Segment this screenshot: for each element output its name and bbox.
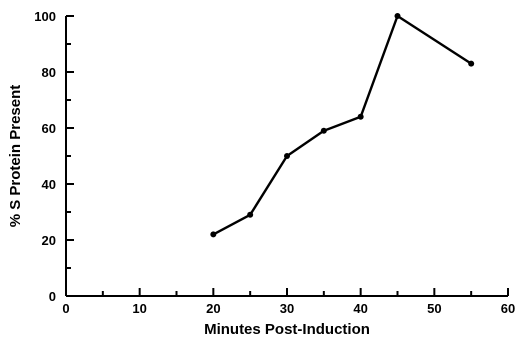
data-point xyxy=(357,113,364,120)
y-tick-label: 80 xyxy=(42,65,56,80)
y-tick-label: 60 xyxy=(42,121,56,136)
x-tick-label: 30 xyxy=(280,301,294,316)
x-axis-title: Minutes Post-Induction xyxy=(204,321,370,338)
y-tick-label: 0 xyxy=(49,289,56,304)
data-point xyxy=(247,211,254,218)
y-tick-label: 40 xyxy=(42,177,56,192)
x-tick-label: 10 xyxy=(132,301,146,316)
data-point xyxy=(284,153,290,159)
data-point xyxy=(468,60,475,67)
y-axis-title: % S Protein Present xyxy=(7,85,24,228)
data-point xyxy=(320,127,327,134)
x-tick-label: 0 xyxy=(62,301,69,316)
y-axis-ticks: 0 20 40 60 80 100 xyxy=(34,9,74,304)
x-tick-label: 20 xyxy=(206,301,220,316)
x-tick-label: 50 xyxy=(427,301,441,316)
x-axis-ticks: 0 10 20 30 40 50 60 xyxy=(62,288,515,316)
series-line xyxy=(212,14,472,236)
y-tick-label: 20 xyxy=(42,233,56,248)
series-group xyxy=(210,13,475,238)
data-point xyxy=(210,231,217,238)
y-tick-label: 100 xyxy=(34,9,56,24)
data-point xyxy=(394,13,401,19)
x-tick-label: 40 xyxy=(353,301,367,316)
x-tick-label: 60 xyxy=(501,301,515,316)
